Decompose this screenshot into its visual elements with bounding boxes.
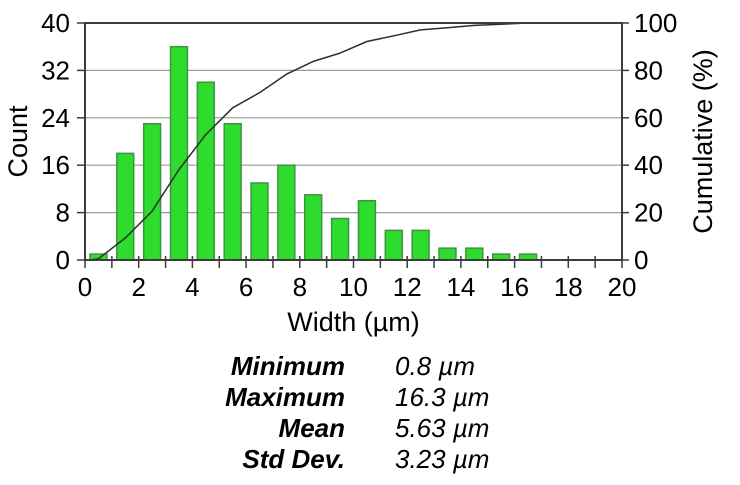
y-left-tick-label: 8 bbox=[56, 198, 70, 228]
histogram-bar bbox=[169, 45, 189, 261]
x-axis-title: Width (µm) bbox=[287, 307, 420, 337]
histogram-bar bbox=[438, 247, 457, 261]
histogram-bar bbox=[357, 200, 377, 261]
y-left-tick-label: 24 bbox=[41, 103, 70, 133]
histogram-bar bbox=[223, 122, 242, 261]
stats-table: Minimum 0.8 µm Maximum 16.3 µm Mean 5.63… bbox=[190, 351, 489, 475]
y-right-tick-label: 60 bbox=[634, 103, 663, 133]
stats-label-stddev: Std Dev. bbox=[242, 444, 345, 474]
histogram-bar bbox=[116, 152, 135, 261]
stats-label-maximum: Maximum bbox=[225, 382, 345, 412]
histogram-bar bbox=[196, 81, 216, 261]
stats-row-maximum: Maximum 16.3 µm bbox=[190, 382, 489, 413]
y-right-tick-label: 0 bbox=[634, 245, 648, 275]
stats-row-minimum: Minimum 0.8 µm bbox=[190, 351, 489, 382]
x-tick-label: 10 bbox=[339, 272, 368, 302]
x-tick-label: 4 bbox=[185, 272, 199, 302]
y-right-tick-label: 40 bbox=[634, 150, 663, 180]
cumulative-line bbox=[90, 22, 622, 261]
histogram-bar bbox=[384, 229, 403, 261]
histogram-bar bbox=[411, 229, 430, 261]
stats-row-stddev: Std Dev. 3.23 µm bbox=[190, 444, 489, 475]
x-tick-label: 18 bbox=[554, 272, 583, 302]
y-right-tick-label: 20 bbox=[634, 198, 663, 228]
stats-value-minimum: 0.8 µm bbox=[395, 351, 476, 381]
y-left-tick-label: 16 bbox=[41, 150, 70, 180]
stats-value-maximum: 16.3 µm bbox=[395, 382, 490, 412]
stats-value-stddev: 3.23 µm bbox=[395, 444, 490, 474]
histogram-bar bbox=[277, 164, 296, 261]
y-left-axis-title: Count bbox=[3, 105, 33, 178]
stats-value-mean: 5.63 µm bbox=[395, 413, 490, 443]
stats-row-mean: Mean 5.63 µm bbox=[190, 413, 490, 444]
histogram-bar bbox=[465, 247, 484, 261]
x-tick-label: 20 bbox=[608, 272, 637, 302]
plot-frame bbox=[84, 22, 623, 261]
y-right-tick-label: 100 bbox=[634, 8, 677, 38]
x-tick-label: 2 bbox=[131, 272, 145, 302]
stats-label-mean: Mean bbox=[278, 413, 345, 443]
x-tick-label: 12 bbox=[393, 272, 422, 302]
axis-ticks bbox=[77, 22, 629, 268]
y-left-tick-label: 40 bbox=[41, 8, 70, 38]
histogram-bar bbox=[330, 217, 350, 261]
y-right-axis-title: Cumulative (%) bbox=[688, 49, 718, 234]
histogram-bars bbox=[89, 45, 538, 261]
histogram-bar bbox=[250, 182, 269, 261]
y-left-tick-label: 0 bbox=[56, 245, 70, 275]
y-right-tick-label: 80 bbox=[634, 55, 663, 85]
x-tick-label: 6 bbox=[239, 272, 253, 302]
histogram-bar bbox=[142, 122, 162, 261]
stats-label-minimum: Minimum bbox=[230, 351, 345, 381]
histogram-bar bbox=[304, 194, 323, 261]
x-tick-label: 0 bbox=[78, 272, 92, 302]
x-tick-label: 14 bbox=[446, 272, 475, 302]
x-tick-label: 8 bbox=[293, 272, 307, 302]
x-tick-label: 16 bbox=[500, 272, 529, 302]
y-left-tick-label: 32 bbox=[41, 55, 70, 85]
